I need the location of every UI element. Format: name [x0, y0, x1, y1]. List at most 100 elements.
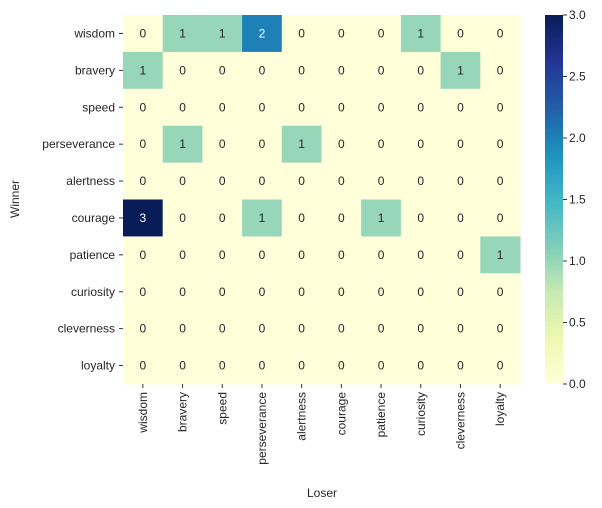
cell-value-label: 0: [417, 100, 424, 114]
y-tick-label: curiosity: [71, 285, 115, 299]
heatmap-cell: [242, 125, 283, 164]
heatmap-cell: [281, 51, 322, 90]
heatmap-cell: [480, 347, 521, 385]
cell-value-label: 0: [219, 137, 226, 151]
cell-value-label: 0: [298, 174, 305, 188]
cell-value-label: 0: [338, 100, 345, 114]
y-tick-label: wisdom: [73, 26, 115, 40]
colorbar-tick-label: 1.0: [569, 254, 586, 268]
heatmap-cell: [123, 310, 164, 348]
heatmap-cell: [123, 125, 164, 164]
cell-value-label: 0: [259, 322, 266, 336]
cell-value-label: 0: [338, 322, 345, 336]
y-tick-label: loyalty: [81, 359, 115, 373]
heatmap-cell: [440, 162, 481, 200]
cell-value-label: 0: [338, 211, 345, 225]
cell-value-label: 1: [298, 137, 305, 151]
cell-value-label: 0: [259, 63, 266, 77]
cell-value-label: 0: [298, 322, 305, 336]
heatmap-cell: [202, 236, 243, 274]
heatmap-cell: [202, 310, 243, 348]
heatmap-cell: [440, 51, 481, 90]
cell-value-label: 0: [298, 285, 305, 299]
cell-value-label: 3: [140, 211, 147, 225]
colorbar-tick-label: 2.0: [569, 131, 586, 145]
cell-value-label: 0: [457, 248, 464, 262]
y-tick-label: patience: [70, 248, 116, 262]
x-axis-label: Loser: [307, 486, 337, 500]
cell-value-label: 0: [140, 248, 147, 262]
heatmap-cell: [321, 15, 362, 53]
heatmap-cell: [361, 310, 402, 348]
heatmap-cell: [400, 273, 442, 311]
cell-value-label: 0: [378, 174, 385, 188]
heatmap-cell: [162, 347, 203, 385]
cell-value-label: 1: [417, 26, 424, 40]
x-tick-label: courage: [334, 392, 348, 436]
heatmap-cell: [123, 236, 164, 274]
heatmap-cell: [281, 273, 322, 311]
y-tick-label: alertness: [66, 174, 115, 188]
heatmap-cell: [440, 15, 481, 53]
x-tick-label: patience: [374, 392, 388, 438]
cell-value-label: 0: [259, 285, 266, 299]
cell-value-label: 0: [298, 359, 305, 373]
cell-value-label: 0: [219, 359, 226, 373]
cell-value-label: 0: [219, 63, 226, 77]
heatmap-cell: [123, 347, 164, 385]
heatmap-cell: [242, 310, 283, 348]
heatmap-cell: [123, 273, 164, 311]
cell-value-label: 0: [378, 63, 385, 77]
heatmap-cell: [281, 162, 322, 200]
heatmap-cell: [400, 88, 442, 127]
x-tick-labels: wisdom bravery speed perseverance alertness c…: [136, 384, 507, 465]
cell-value-label: 0: [457, 137, 464, 151]
cell-value-label: 0: [378, 137, 385, 151]
cell-value-label: 1: [140, 63, 147, 77]
heatmap-cell: [440, 273, 481, 311]
heatmap-cell: [162, 310, 203, 348]
heatmap-cells: 0 1 1 2 0 0 0 1 0 0 1 0 0 0 0 0 0 0 1 0 0 0 0 0 0 0 0 0 0 0 0 1 0 0 1 0 0 0 0 0…: [123, 15, 521, 385]
colorbar-tick-label: 0.0: [569, 377, 586, 391]
heatmap-cell: [400, 310, 442, 348]
heatmap-cell: [281, 199, 322, 237]
heatmap-cell: [361, 125, 402, 164]
cell-value-label: 1: [378, 211, 385, 225]
cell-value-label: 0: [417, 63, 424, 77]
cell-value-label: 0: [259, 137, 266, 151]
heatmap-cell: [480, 273, 521, 311]
heatmap-cell: [123, 51, 164, 90]
cell-value-label: 0: [338, 248, 345, 262]
heatmap-cell: [202, 273, 243, 311]
cell-value-label: 0: [378, 248, 385, 262]
cell-value-label: 0: [140, 137, 147, 151]
colorbar: [545, 15, 563, 384]
cell-value-label: 0: [378, 26, 385, 40]
heatmap-cell: [361, 15, 402, 53]
heatmap-cell: [480, 15, 521, 53]
cell-value-label: 0: [140, 174, 147, 188]
cell-value-label: 0: [378, 285, 385, 299]
heatmap-cell: [242, 347, 283, 385]
cell-value-label: 0: [140, 359, 147, 373]
heatmap-cell: [281, 236, 322, 274]
cell-value-label: 2: [259, 26, 266, 40]
cell-value-label: 0: [457, 174, 464, 188]
cell-value-label: 0: [497, 359, 504, 373]
heatmap-cell: [440, 88, 481, 127]
cell-value-label: 0: [259, 248, 266, 262]
y-tick-label: bravery: [75, 63, 115, 77]
cell-value-label: 1: [457, 63, 464, 77]
heatmap-cell: [162, 88, 203, 127]
heatmap-cell: [321, 236, 362, 274]
cell-value-label: 0: [457, 211, 464, 225]
cell-value-label: 0: [497, 63, 504, 77]
x-tick-label: perseverance: [255, 392, 269, 465]
cell-value-label: 0: [179, 174, 186, 188]
heatmap-cell: [361, 236, 402, 274]
heatmap-cell: [162, 236, 203, 274]
y-tick-label: cleverness: [58, 322, 115, 336]
cell-value-label: 0: [497, 26, 504, 40]
heatmap-cell: [361, 347, 402, 385]
heatmap-cell: [202, 125, 243, 164]
